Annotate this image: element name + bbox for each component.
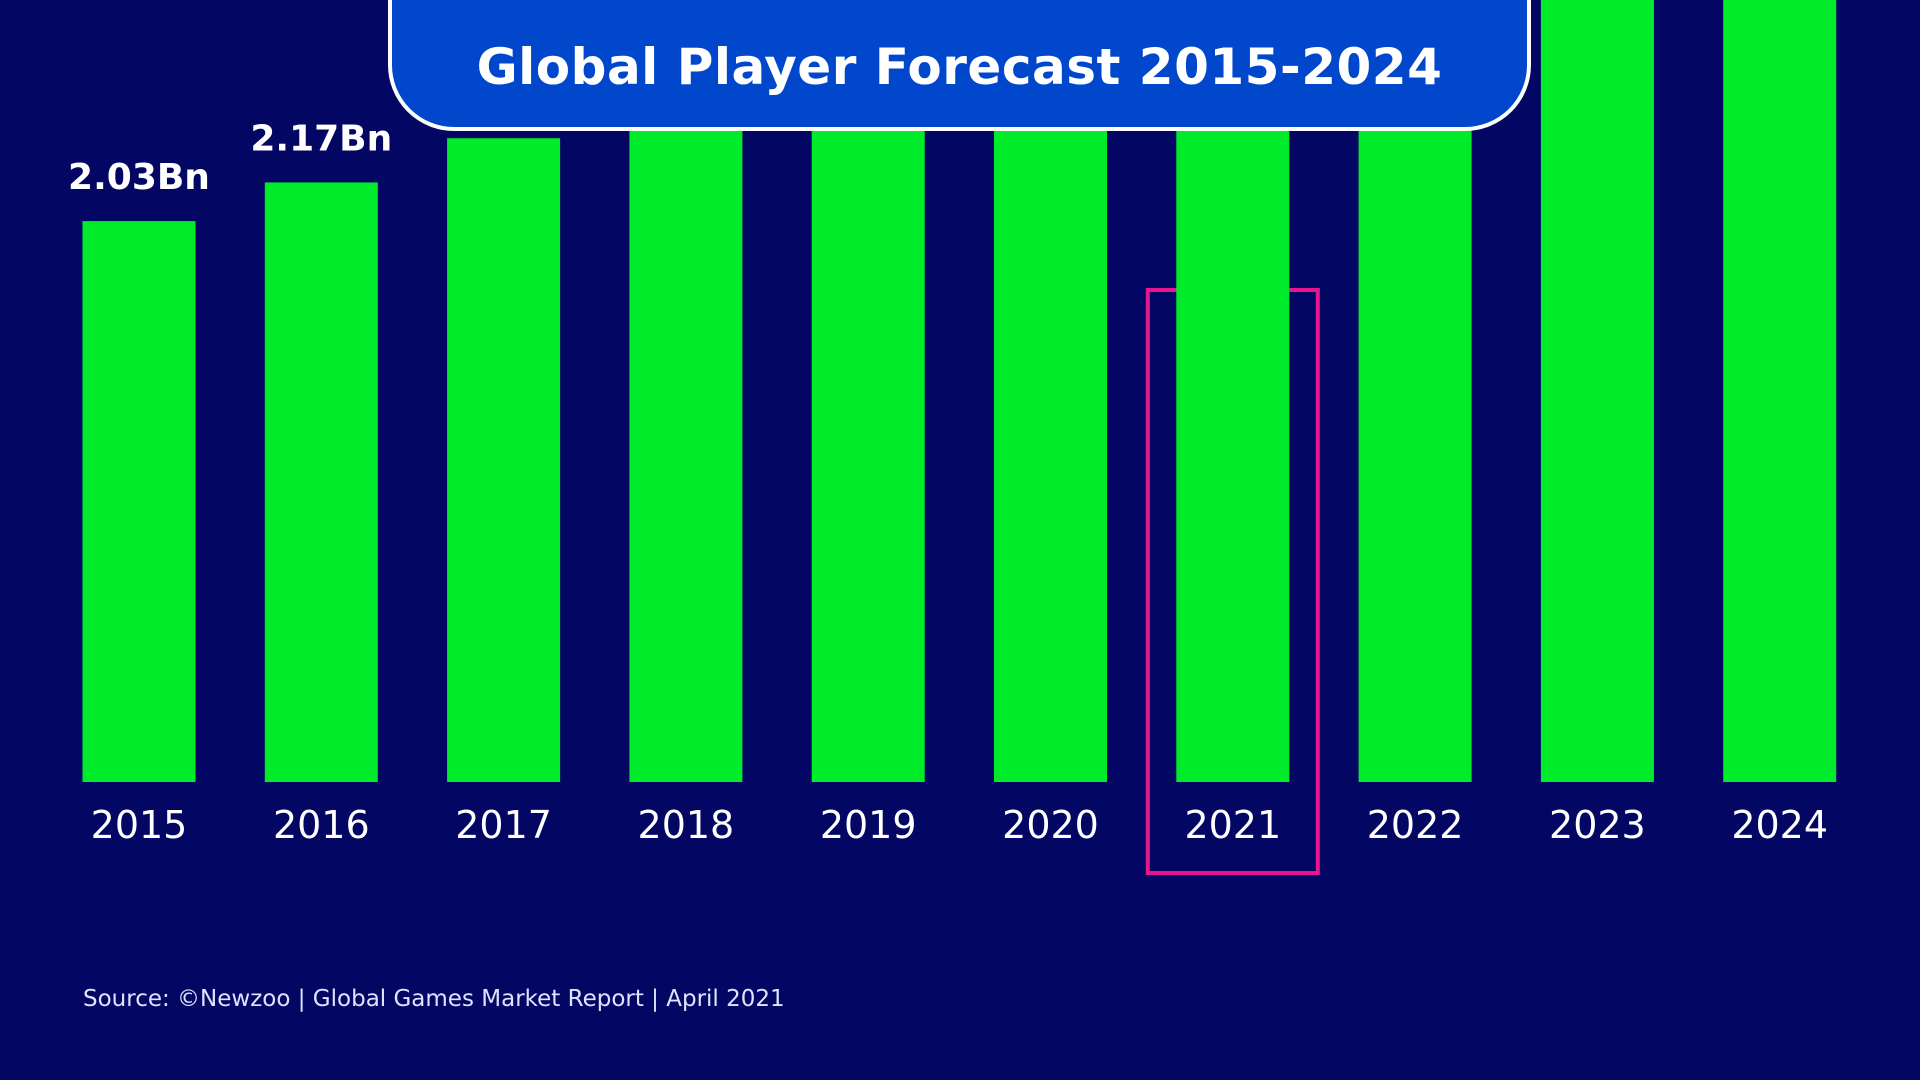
year-label-2015: 2015 [91, 803, 188, 847]
value-label-2015: 2.03Bn [68, 157, 210, 198]
bar-2023 [1540, 0, 1654, 782]
bar-2024 [1723, 0, 1837, 782]
year-label-2020: 2020 [1002, 803, 1099, 847]
year-label-2017: 2017 [455, 803, 552, 847]
year-label-2018: 2018 [638, 803, 735, 847]
year-label-2023: 2023 [1549, 803, 1646, 847]
bar-2018 [629, 94, 743, 782]
year-label-2016: 2016 [273, 803, 370, 847]
year-label-2024: 2024 [1731, 803, 1828, 847]
bar-2019 [811, 52, 925, 783]
value-label-2016: 2.17Bn [250, 118, 392, 159]
title-banner: Global Player Forecast 2015-2024 [388, 0, 1531, 131]
chart-title: Global Player Forecast 2015-2024 [476, 37, 1443, 96]
year-label-2022: 2022 [1367, 803, 1464, 847]
bar-2020 [994, 5, 1107, 783]
year-label-2021: 2021 [1184, 803, 1281, 847]
year-label-2019: 2019 [820, 803, 917, 847]
bar-2017 [447, 138, 561, 782]
source-note: Source: ©Newzoo | Global Games Market Re… [83, 986, 785, 1012]
bar-2015 [82, 221, 196, 783]
bar-2016 [264, 182, 378, 782]
